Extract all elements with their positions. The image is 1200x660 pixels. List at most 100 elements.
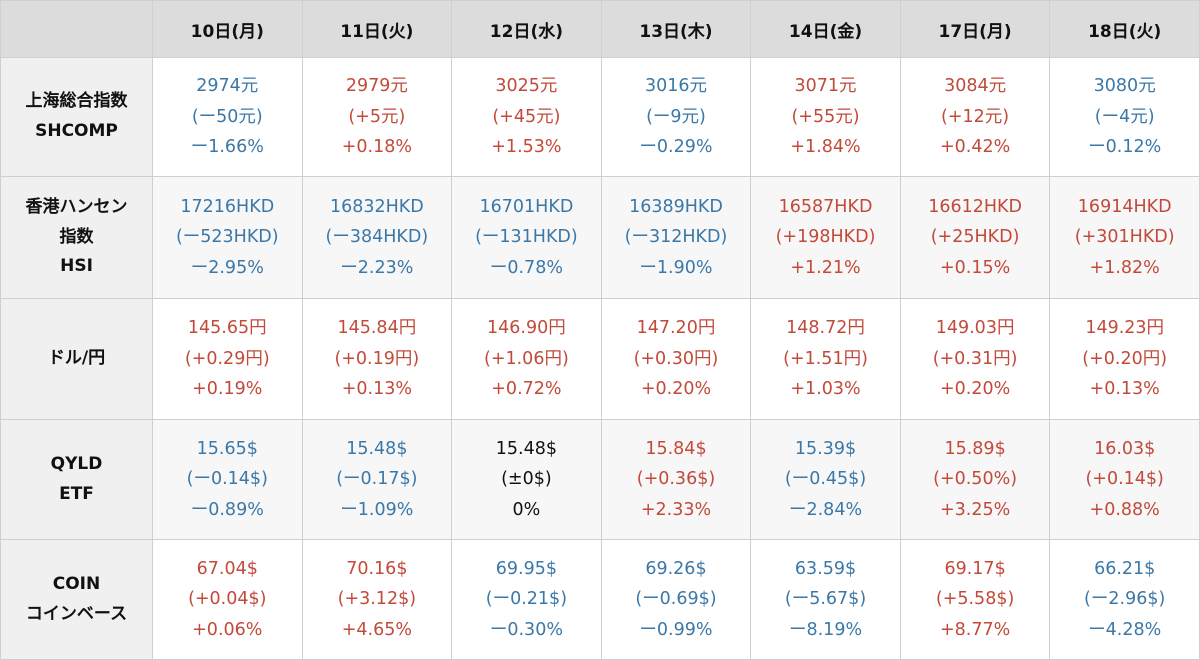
price-value: 69.26$	[645, 558, 707, 579]
price-cell: 3084元 (+12元) +0.42%	[899, 57, 1051, 177]
price-cell: 63.59$ (ー5.67$) ー8.19%	[750, 539, 901, 660]
price-value: 15.48$	[346, 438, 408, 459]
change-amount: (+0.30円)	[633, 348, 719, 369]
price-cell: 15.48$ (ー0.17$) ー1.09%	[301, 419, 453, 540]
price-cell: 16832HKD (ー384HKD) ー2.23%	[301, 176, 453, 299]
price-value: 146.90円	[487, 318, 566, 339]
table-row: 上海総合指数 SHCOMP 2974元 (ー50元) ー1.66% 2979元 (+5元) +…	[0, 57, 1200, 177]
row-label-line: コインベース	[25, 603, 128, 624]
date-header: 13日(木)	[600, 0, 752, 58]
price-cell: 147.20円 (+0.30円) +0.20%	[600, 298, 752, 420]
table-row: COIN コインベース 67.04$ (+0.04$) +0.06% 70.16$ (+3.…	[0, 539, 1200, 660]
price-value: 69.17$	[944, 558, 1006, 579]
price-value: 17216HKD	[180, 196, 275, 217]
change-percent: +0.88%	[1089, 499, 1160, 520]
table-row: QYLD ETF 15.65$ (ー0.14$) ー0.89% 15.48$ (ー0.17$…	[0, 419, 1200, 540]
price-cell: 3080元 (ー4元) ー0.12%	[1049, 57, 1200, 177]
price-value: 16389HKD	[629, 196, 723, 217]
row-label: 香港ハンセン 指数 HSI	[0, 176, 153, 299]
price-cell: 3071元 (+55元) +1.84%	[750, 57, 901, 177]
change-amount: (+0.19円)	[334, 348, 420, 369]
change-amount: (±0$)	[501, 469, 552, 490]
change-amount: (ー4元)	[1094, 106, 1155, 127]
price-value: 15.65$	[196, 438, 258, 459]
price-cell: 149.03円 (+0.31円) +0.20%	[899, 298, 1051, 420]
change-amount: (+12元)	[941, 106, 1010, 127]
row-label: 上海総合指数 SHCOMP	[0, 57, 153, 177]
change-percent: ー0.29%	[639, 137, 713, 158]
price-cell: 16701HKD (ー131HKD) ー0.78%	[451, 176, 602, 299]
change-percent: +0.72%	[491, 379, 562, 400]
change-amount: (ー5.67$)	[784, 589, 867, 610]
date-header: 12日(水)	[451, 0, 602, 58]
table-row: 香港ハンセン 指数 HSI 17216HKD (ー523HKD) ー2.95% 16832H…	[0, 176, 1200, 299]
change-amount: (+3.12$)	[337, 589, 417, 610]
change-amount: (ー131HKD)	[475, 227, 578, 248]
row-label-line: ドル/円	[47, 348, 106, 369]
price-cell: 146.90円 (+1.06円) +0.72%	[451, 298, 602, 420]
price-cell: 149.23円 (+0.20円) +0.13%	[1049, 298, 1200, 420]
date-header: 11日(火)	[301, 0, 453, 58]
change-amount: (+0.20円)	[1082, 348, 1168, 369]
change-percent: +0.13%	[1089, 379, 1160, 400]
change-amount: (+1.51円)	[783, 348, 868, 369]
price-cell: 15.39$ (ー0.45$) ー2.84%	[750, 419, 901, 540]
price-cell: 148.72円 (+1.51円) +1.03%	[750, 298, 901, 420]
price-value: 15.48$	[495, 438, 558, 459]
change-percent: +0.06%	[192, 619, 263, 640]
price-value: 15.39$	[794, 438, 857, 459]
change-percent: ー0.12%	[1088, 137, 1162, 158]
change-amount: (ー0.21$)	[485, 589, 568, 610]
price-value: 16701HKD	[479, 196, 574, 217]
change-percent: 0%	[512, 499, 541, 520]
price-cell: 15.48$ (±0$) 0%	[451, 419, 602, 540]
price-value: 3025元	[495, 76, 558, 97]
change-percent: ー0.89%	[190, 499, 264, 520]
change-amount: (+0.29円)	[184, 348, 270, 369]
change-amount: (ー384HKD)	[325, 227, 429, 248]
price-cell: 15.89$ (+0.50%) +3.25%	[899, 419, 1051, 540]
change-percent: ー0.78%	[489, 257, 563, 278]
price-cell: 16914HKD (+301HKD) +1.82%	[1049, 176, 1200, 299]
change-percent: +2.33%	[640, 499, 712, 520]
price-value: 16587HKD	[778, 196, 873, 217]
change-amount: (+0.14$)	[1085, 469, 1164, 490]
change-percent: ー1.90%	[639, 257, 713, 278]
price-value: 63.59$	[794, 558, 857, 579]
change-percent: ー4.28%	[1088, 619, 1162, 640]
date-header: 18日(火)	[1049, 0, 1200, 58]
change-amount: (ー523HKD)	[175, 227, 279, 248]
change-amount: (ー50元)	[191, 106, 263, 127]
change-percent: ー2.23%	[340, 257, 414, 278]
row-label-line: 上海総合指数	[25, 91, 128, 112]
change-percent: +0.20%	[640, 379, 712, 400]
price-cell: 67.04$ (+0.04$) +0.06%	[152, 539, 303, 660]
change-percent: +0.15%	[939, 257, 1011, 278]
price-value: 16612HKD	[928, 196, 1022, 217]
price-cell: 16389HKD (ー312HKD) ー1.90%	[600, 176, 752, 299]
change-percent: ー0.30%	[489, 619, 563, 640]
price-value: 16.03$	[1094, 438, 1156, 459]
change-amount: (+5.58$)	[935, 589, 1015, 610]
price-value: 3071元	[794, 76, 857, 97]
change-amount: (ー0.69$)	[635, 589, 717, 610]
price-value: 147.20円	[636, 318, 716, 339]
row-label: COIN コインベース	[0, 539, 153, 660]
price-value: 149.03円	[935, 318, 1015, 339]
change-percent: +1.21%	[790, 257, 861, 278]
change-amount: (+25HKD)	[930, 227, 1020, 248]
price-value: 149.23円	[1085, 318, 1165, 339]
price-cell: 3025元 (+45元) +1.53%	[451, 57, 602, 177]
price-cell: 2979元 (+5元) +0.18%	[301, 57, 453, 177]
price-cell: 15.65$ (ー0.14$) ー0.89%	[152, 419, 303, 540]
change-percent: ー1.66%	[190, 137, 264, 158]
row-label: QYLD ETF	[0, 419, 153, 540]
table-row: ドル/円 145.65円 (+0.29円) +0.19% 145.84円 (+0.19円)…	[0, 298, 1200, 420]
change-amount: (+198HKD)	[775, 227, 876, 248]
price-cell: 69.95$ (ー0.21$) ー0.30%	[451, 539, 602, 660]
change-amount: (+1.06円)	[484, 348, 569, 369]
price-value: 67.04$	[196, 558, 258, 579]
price-cell: 145.65円 (+0.29円) +0.19%	[152, 298, 303, 420]
date-header: 14日(金)	[750, 0, 901, 58]
change-amount: (ー2.96$)	[1084, 589, 1166, 610]
